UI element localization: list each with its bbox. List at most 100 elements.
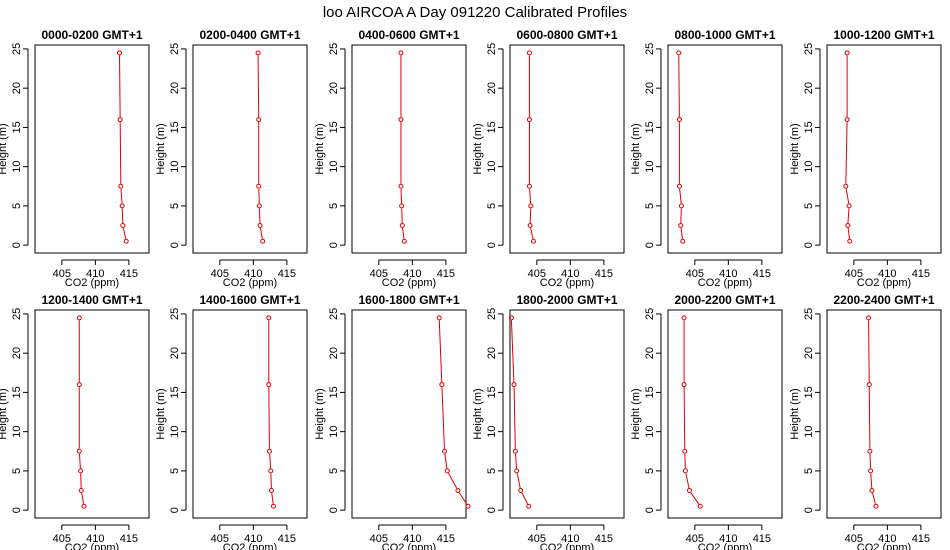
x-axis-label: CO2 (ppm) <box>223 277 277 289</box>
y-tick-label: 5 <box>803 468 815 474</box>
plot-frame <box>351 309 467 519</box>
y-axis-label: Height (m) <box>314 388 326 439</box>
profile-point <box>76 382 82 388</box>
profile-point <box>401 238 407 244</box>
y-tick-label: 0 <box>486 507 498 513</box>
profile-segment <box>257 55 260 117</box>
profile-point <box>844 50 850 56</box>
profile-segment <box>515 453 518 469</box>
profile-segment <box>448 472 458 489</box>
profile-segment <box>119 55 121 117</box>
y-tick-label: 10 <box>11 161 23 173</box>
y-tick-label: 15 <box>11 386 23 398</box>
x-tick-label: 410 <box>86 533 104 545</box>
profile-point <box>442 448 448 454</box>
x-tick-label: 410 <box>878 533 896 545</box>
profile-panel: 2200-2400 GMT+1 0 5 10 15 20 25 Height (m) 405 41… <box>789 293 942 550</box>
y-tick-label: 20 <box>803 347 815 359</box>
x-axis-label: CO2 (ppm) <box>540 277 594 289</box>
y-tick-label: 0 <box>169 242 181 248</box>
profile-panel: 0400-0600 GMT+1 0 5 10 15 20 25 Height (m) 405 41… <box>314 28 467 289</box>
panels-grid: 0000-0200 GMT+1 0 5 10 15 20 25 Height (m) 405 41… <box>0 28 942 550</box>
y-tick-label: 10 <box>11 426 23 438</box>
profile-point <box>270 503 276 509</box>
profile-point <box>78 488 84 494</box>
y-tick-label: 10 <box>644 161 656 173</box>
x-tick-label: 410 <box>403 268 421 280</box>
profile-point <box>511 382 517 388</box>
profile-segment <box>872 492 876 504</box>
plot-frame <box>667 309 783 519</box>
profile-segment <box>679 188 682 204</box>
y-axis-label: Height (m) <box>630 388 642 439</box>
profile-segment <box>441 387 445 449</box>
x-tick-label: 415 <box>753 268 771 280</box>
y-tick-label: 25 <box>169 43 181 55</box>
x-tick-label: 415 <box>753 533 771 545</box>
x-tick-label: 405 <box>53 533 71 545</box>
profile-point <box>676 117 682 123</box>
x-tick-label: 410 <box>561 533 579 545</box>
y-tick-label: 10 <box>328 426 340 438</box>
profile-segment <box>530 227 534 239</box>
profile-point <box>116 50 122 56</box>
y-axis-label: Height (m) <box>0 123 9 174</box>
x-tick-label: 405 <box>370 268 388 280</box>
profile-point <box>120 223 126 229</box>
y-tick-label: 0 <box>169 507 181 513</box>
profile-point <box>680 238 686 244</box>
profile-point <box>518 488 524 494</box>
profile-point <box>847 238 853 244</box>
x-tick-label: 410 <box>878 268 896 280</box>
profile-segment <box>868 387 871 449</box>
x-tick-label: 405 <box>528 268 546 280</box>
profile-panel: 0600-0800 GMT+1 0 5 10 15 20 25 Height (m) 405 41… <box>472 28 625 289</box>
y-tick-label: 5 <box>328 468 340 474</box>
profile-point <box>266 315 272 321</box>
profile-point <box>514 468 520 474</box>
y-tick-label: 5 <box>11 468 23 474</box>
profile-segment <box>78 453 81 469</box>
plot-frame <box>192 309 308 519</box>
y-tick-label: 15 <box>169 386 181 398</box>
x-tick-label: 410 <box>244 268 262 280</box>
x-tick-label: 415 <box>437 268 455 280</box>
x-tick-label: 410 <box>561 268 579 280</box>
x-tick-label: 410 <box>719 533 737 545</box>
profile-segment <box>444 453 448 469</box>
y-tick-label: 15 <box>486 386 498 398</box>
profile-point <box>686 488 692 494</box>
profile-point <box>526 117 532 123</box>
profile-point <box>256 117 262 123</box>
profile-point <box>268 468 274 474</box>
y-tick-label: 25 <box>644 43 656 55</box>
y-tick-label: 5 <box>803 203 815 209</box>
profile-panel: 0200-0400 GMT+1 0 5 10 15 20 25 Height (m) 405 41… <box>155 28 308 289</box>
plot-frame <box>667 44 783 254</box>
x-tick-label: 415 <box>278 268 296 280</box>
profile-segment <box>529 188 532 204</box>
profile-point <box>527 223 533 229</box>
y-tick-label: 5 <box>486 203 498 209</box>
y-tick-label: 15 <box>328 386 340 398</box>
plot-frame <box>34 44 150 254</box>
profile-point <box>845 223 851 229</box>
profile-segment <box>119 122 122 184</box>
x-axis-label: CO2 (ppm) <box>65 277 119 289</box>
y-tick-label: 15 <box>328 121 340 133</box>
x-axis-label: CO2 (ppm) <box>65 542 119 550</box>
y-tick-label: 20 <box>644 82 656 94</box>
profile-segment <box>438 320 443 382</box>
y-tick-label: 20 <box>169 82 181 94</box>
y-tick-label: 25 <box>803 43 815 55</box>
profile-point <box>682 448 688 454</box>
y-tick-label: 5 <box>486 468 498 474</box>
y-tick-label: 25 <box>11 308 23 320</box>
profile-point <box>873 503 879 509</box>
profile-point <box>398 183 404 189</box>
x-tick-label: 405 <box>686 268 704 280</box>
y-tick-label: 0 <box>803 507 815 513</box>
profile-point <box>681 315 687 321</box>
y-tick-label: 20 <box>644 347 656 359</box>
